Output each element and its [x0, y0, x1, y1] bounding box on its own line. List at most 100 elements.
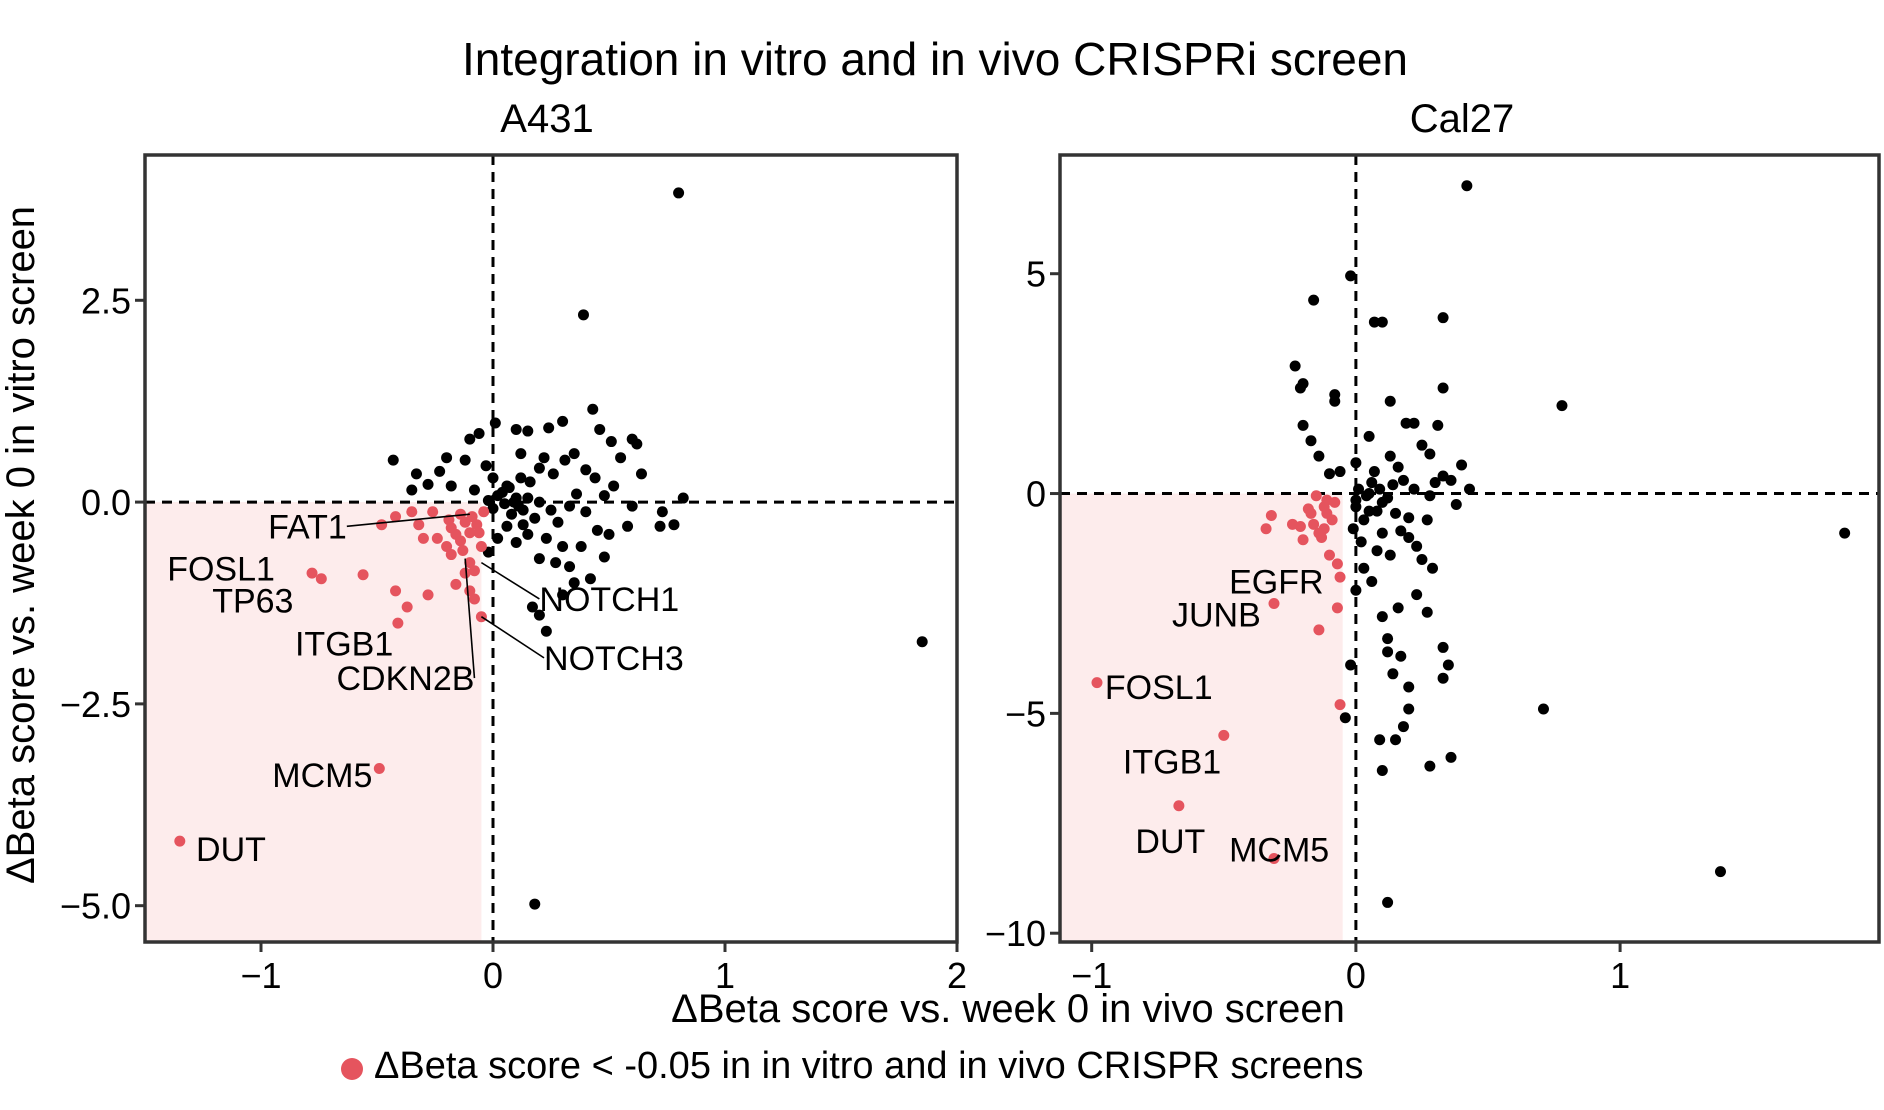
- data-point: [580, 506, 592, 518]
- y-tick-label: −10: [985, 913, 1046, 954]
- data-point: [1382, 896, 1394, 908]
- data-point: [1839, 527, 1851, 539]
- data-point: [1376, 765, 1388, 777]
- x-axis-label: ΔBeta score vs. week 0 in vivo screen: [671, 987, 1345, 1031]
- x-tick-label: 0: [483, 955, 503, 996]
- data-point: [1323, 468, 1335, 480]
- data-point: [1371, 505, 1383, 517]
- highlighted-point: [401, 601, 413, 613]
- data-point: [434, 465, 446, 477]
- label-leader: [480, 561, 540, 600]
- highlighted-point: [1260, 523, 1272, 535]
- data-point: [1424, 490, 1436, 502]
- data-point: [568, 448, 580, 460]
- highlighted-point: [471, 519, 483, 531]
- data-point: [1390, 734, 1402, 746]
- data-point: [1345, 659, 1357, 671]
- data-point: [1387, 668, 1399, 680]
- data-point: [1345, 270, 1357, 282]
- data-point: [1382, 633, 1394, 645]
- data-point: [1437, 641, 1449, 653]
- data-point: [589, 472, 601, 484]
- data-point: [1313, 450, 1325, 462]
- data-point: [577, 309, 589, 321]
- highlighted-point: [392, 617, 404, 629]
- data-point: [1429, 477, 1441, 489]
- highlighted-point: [315, 573, 327, 585]
- data-point: [557, 589, 569, 601]
- y-tick-label: 2.5: [81, 280, 131, 321]
- highlighted-point: [1334, 699, 1346, 711]
- label-leader: [480, 616, 545, 659]
- data-point: [1334, 466, 1346, 478]
- data-point: [1376, 611, 1388, 623]
- shaded-quadrant: [1060, 493, 1343, 942]
- data-point: [503, 482, 515, 494]
- data-point: [557, 540, 569, 552]
- y-tick-label: −2.5: [60, 684, 131, 725]
- data-point: [557, 415, 569, 427]
- data-point: [538, 452, 550, 464]
- panel-title-a431: A431: [500, 97, 593, 141]
- plot-frame: [1058, 153, 1881, 944]
- highlighted-point: [464, 527, 476, 539]
- data-point: [1350, 584, 1362, 596]
- highlighted-point: [306, 567, 318, 579]
- data-point: [605, 436, 617, 448]
- gene-label-mcm5: MCM5: [272, 757, 372, 795]
- data-point: [1400, 417, 1412, 429]
- data-point: [575, 540, 587, 552]
- data-point: [482, 494, 494, 506]
- data-point: [1297, 419, 1309, 431]
- data-point: [622, 520, 634, 532]
- data-point: [487, 472, 499, 484]
- data-point: [571, 488, 583, 500]
- data-point: [480, 460, 492, 472]
- data-point: [1350, 494, 1362, 506]
- data-point: [1421, 514, 1433, 526]
- points-other: [387, 187, 928, 910]
- data-point: [668, 519, 680, 531]
- data-point: [1445, 751, 1457, 763]
- data-point: [673, 187, 685, 199]
- data-point: [559, 454, 571, 466]
- highlighted-point: [457, 545, 469, 557]
- highlighted-point: [1268, 852, 1280, 864]
- highlighted-point: [1173, 800, 1185, 812]
- y-tick-label: −5.0: [60, 886, 131, 927]
- points-other: [1289, 180, 1851, 908]
- data-point: [1403, 681, 1415, 693]
- highlighted-point: [422, 589, 434, 601]
- data-point: [594, 423, 606, 435]
- legend: ΔBeta score < -0.05 in in vitro and in v…: [341, 1045, 1364, 1087]
- highlighted-point: [406, 506, 418, 518]
- panel-title-cal27: Cal27: [1410, 97, 1515, 141]
- data-point: [1376, 316, 1388, 328]
- data-point: [564, 500, 576, 512]
- data-point: [1390, 507, 1402, 519]
- data-point: [410, 468, 422, 480]
- legend-marker: [341, 1058, 363, 1080]
- y-axis-label: ΔBeta score vs. week 0 in vitro screen: [0, 206, 43, 884]
- data-point: [441, 452, 453, 464]
- highlighted-point: [1310, 490, 1322, 502]
- data-point: [445, 480, 457, 492]
- y-tick-label: 0.0: [81, 482, 131, 523]
- data-point: [526, 601, 538, 613]
- data-point: [584, 573, 596, 585]
- highlighted-point: [466, 511, 478, 523]
- y-tick-label: −5: [1005, 693, 1046, 734]
- data-point: [547, 468, 559, 480]
- data-point: [533, 609, 545, 621]
- data-point: [564, 561, 576, 573]
- data-point: [387, 454, 399, 466]
- data-point: [529, 512, 541, 524]
- data-point: [501, 520, 513, 532]
- data-point: [1403, 703, 1415, 715]
- data-point: [631, 438, 643, 450]
- data-point: [568, 577, 580, 589]
- data-point: [522, 528, 534, 540]
- data-point: [677, 492, 689, 504]
